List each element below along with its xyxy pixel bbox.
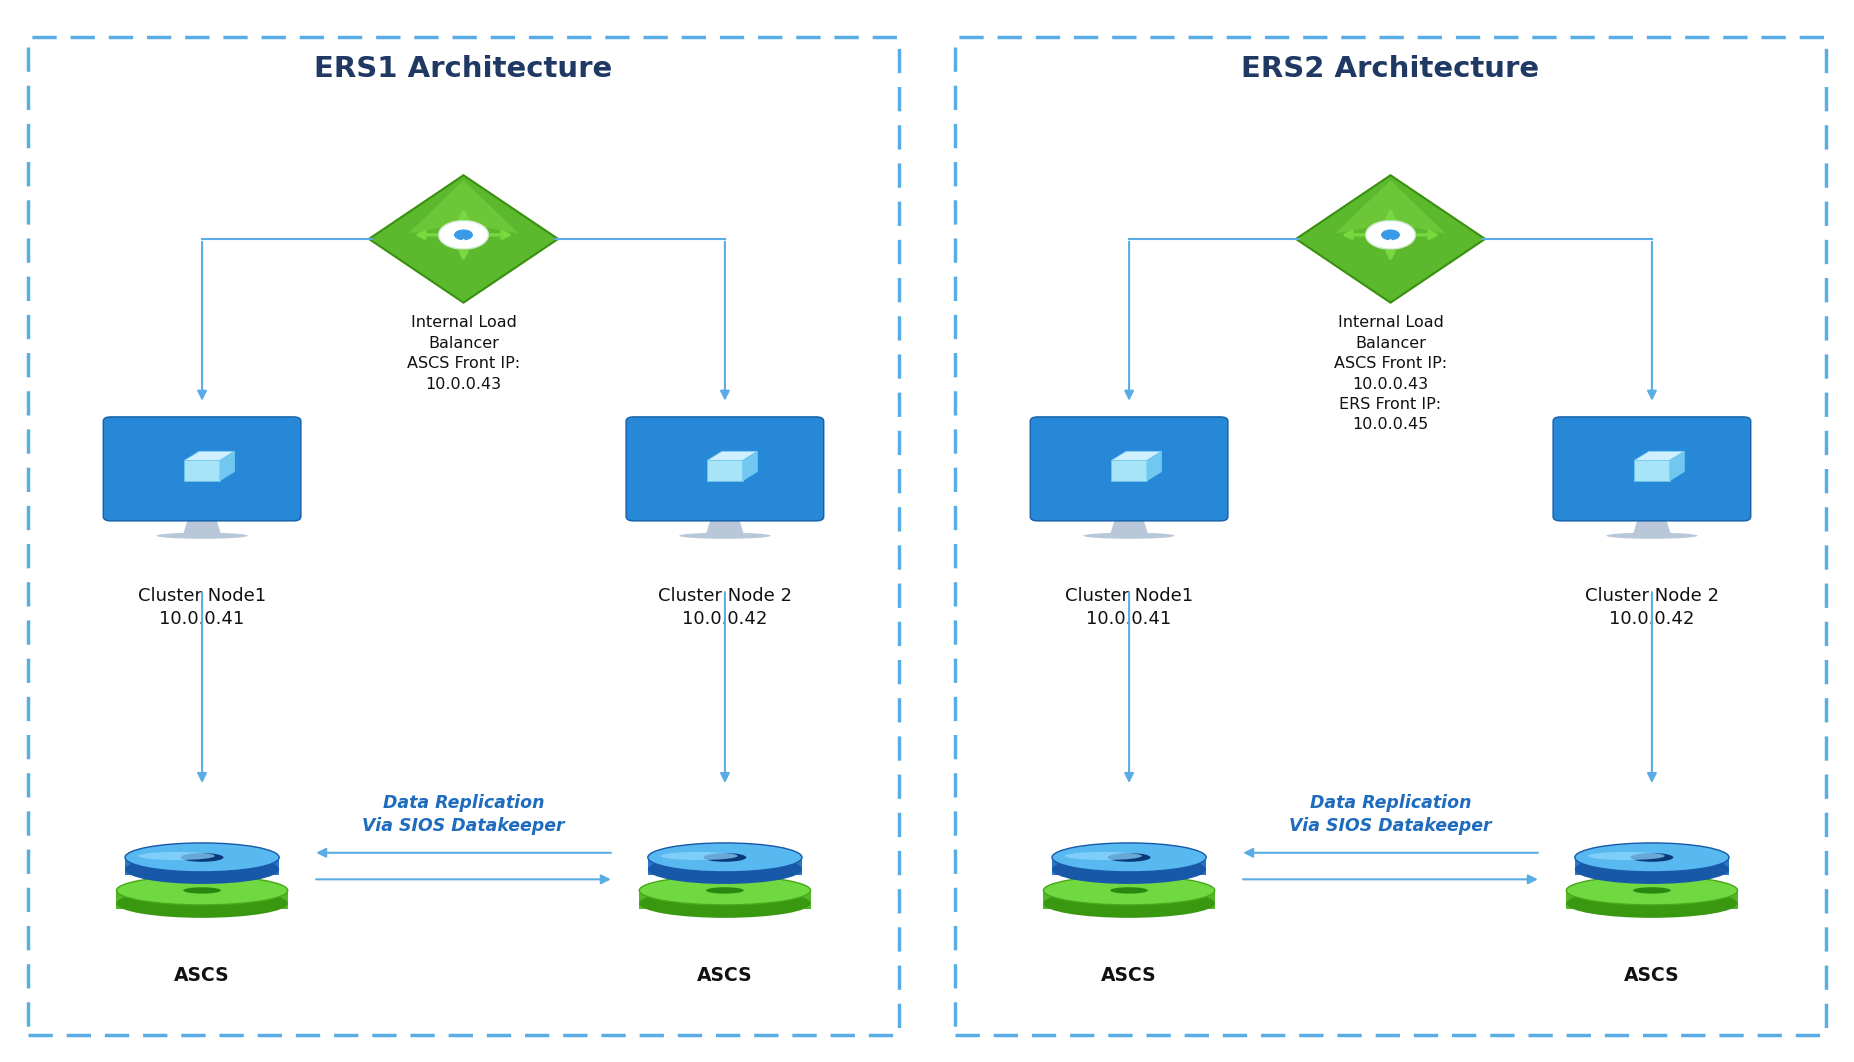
FancyBboxPatch shape [1554, 417, 1750, 520]
Ellipse shape [640, 889, 810, 918]
Text: Data Replication
Via SIOS Datakeeper: Data Replication Via SIOS Datakeeper [1289, 793, 1492, 836]
Ellipse shape [1051, 855, 1207, 884]
Circle shape [1366, 221, 1415, 250]
Text: ASCS: ASCS [174, 966, 230, 986]
FancyBboxPatch shape [117, 890, 287, 909]
Ellipse shape [1111, 887, 1148, 893]
Text: ERS2 Architecture: ERS2 Architecture [1242, 55, 1539, 83]
FancyBboxPatch shape [1554, 417, 1750, 520]
Bar [28, 37, 899, 1035]
Ellipse shape [1107, 853, 1151, 861]
Ellipse shape [124, 855, 280, 884]
Ellipse shape [1606, 533, 1698, 538]
Polygon shape [221, 451, 235, 481]
Polygon shape [184, 516, 221, 534]
Text: Data Replication
Via SIOS Datakeeper: Data Replication Via SIOS Datakeeper [362, 793, 565, 836]
Text: Cluster Node1
10.0.0.41: Cluster Node1 10.0.0.41 [137, 587, 267, 629]
FancyBboxPatch shape [627, 417, 823, 520]
Polygon shape [1111, 451, 1162, 461]
Polygon shape [1633, 461, 1670, 481]
Polygon shape [1148, 451, 1162, 481]
Bar [955, 37, 1826, 1035]
Text: Cluster Node1
10.0.0.41: Cluster Node1 10.0.0.41 [1064, 587, 1194, 629]
Polygon shape [1633, 516, 1670, 534]
Text: ASCS: ASCS [1624, 966, 1680, 986]
Text: ERS1 Architecture: ERS1 Architecture [315, 55, 612, 83]
Polygon shape [1670, 451, 1685, 481]
Circle shape [439, 221, 488, 250]
Text: ASCS: ASCS [1101, 966, 1157, 986]
FancyBboxPatch shape [640, 890, 810, 909]
Ellipse shape [1051, 843, 1207, 872]
Circle shape [460, 241, 467, 246]
Polygon shape [706, 516, 743, 534]
Ellipse shape [156, 533, 248, 538]
Ellipse shape [1044, 876, 1214, 905]
Ellipse shape [1567, 889, 1737, 918]
Ellipse shape [706, 887, 743, 893]
Ellipse shape [660, 852, 738, 860]
Polygon shape [408, 181, 519, 234]
Ellipse shape [1044, 889, 1214, 918]
Text: ASCS: ASCS [697, 966, 753, 986]
FancyBboxPatch shape [104, 417, 300, 520]
Ellipse shape [1574, 843, 1730, 872]
Ellipse shape [1064, 852, 1142, 860]
Text: Internal Load
Balancer
ASCS Front IP:
10.0.0.43
ERS Front IP:
10.0.0.45: Internal Load Balancer ASCS Front IP: 10… [1333, 315, 1448, 432]
Ellipse shape [117, 876, 287, 905]
Polygon shape [1633, 451, 1685, 461]
Ellipse shape [1567, 876, 1737, 905]
Polygon shape [1111, 516, 1148, 534]
Circle shape [1381, 229, 1400, 240]
Ellipse shape [1587, 852, 1665, 860]
FancyBboxPatch shape [1031, 417, 1227, 520]
Polygon shape [184, 461, 221, 481]
FancyBboxPatch shape [1567, 890, 1737, 909]
Polygon shape [369, 175, 558, 303]
FancyBboxPatch shape [104, 417, 300, 520]
Text: Cluster Node 2
10.0.0.42: Cluster Node 2 10.0.0.42 [658, 587, 792, 629]
FancyBboxPatch shape [1051, 857, 1207, 875]
FancyBboxPatch shape [1554, 417, 1750, 520]
Ellipse shape [703, 853, 747, 861]
FancyBboxPatch shape [1044, 890, 1214, 909]
Ellipse shape [1574, 855, 1730, 884]
Polygon shape [1111, 461, 1148, 481]
Ellipse shape [124, 843, 280, 872]
FancyBboxPatch shape [1574, 857, 1730, 875]
FancyBboxPatch shape [627, 417, 823, 520]
Ellipse shape [184, 887, 221, 893]
FancyBboxPatch shape [1031, 417, 1227, 520]
Polygon shape [1335, 181, 1446, 234]
Polygon shape [184, 451, 235, 461]
Ellipse shape [117, 889, 287, 918]
Ellipse shape [640, 876, 810, 905]
Text: Internal Load
Balancer
ASCS Front IP:
10.0.0.43: Internal Load Balancer ASCS Front IP: 10… [406, 315, 521, 392]
Ellipse shape [679, 533, 771, 538]
Circle shape [454, 229, 473, 240]
Text: Cluster Node 2
10.0.0.42: Cluster Node 2 10.0.0.42 [1585, 587, 1719, 629]
FancyBboxPatch shape [1031, 417, 1227, 520]
FancyBboxPatch shape [124, 857, 280, 875]
Ellipse shape [1083, 533, 1175, 538]
FancyBboxPatch shape [104, 417, 300, 520]
FancyBboxPatch shape [647, 857, 803, 875]
Ellipse shape [1633, 887, 1670, 893]
Polygon shape [743, 451, 758, 481]
Polygon shape [1296, 175, 1485, 303]
Circle shape [1387, 241, 1394, 246]
Ellipse shape [647, 843, 803, 872]
Polygon shape [706, 451, 758, 461]
Ellipse shape [647, 855, 803, 884]
Ellipse shape [137, 852, 215, 860]
Polygon shape [706, 461, 743, 481]
Ellipse shape [1630, 853, 1674, 861]
FancyBboxPatch shape [627, 417, 823, 520]
Ellipse shape [180, 853, 224, 861]
